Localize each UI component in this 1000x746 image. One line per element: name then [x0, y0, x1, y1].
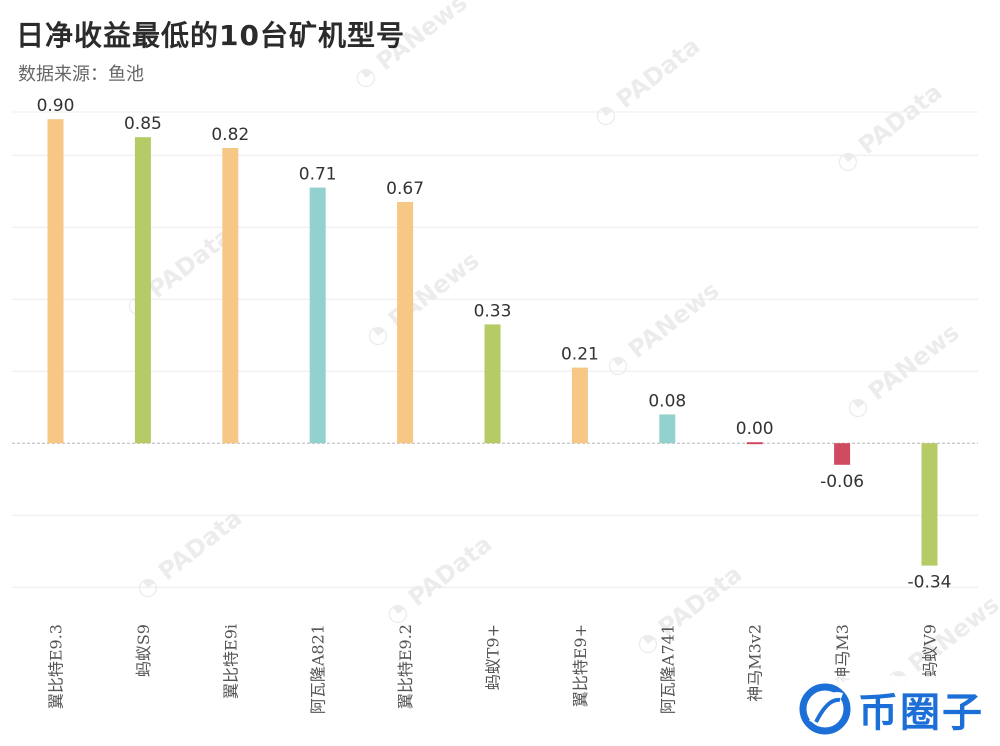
category-label: 翼比特E9+ [571, 624, 590, 707]
site-logo: 币圈子 [790, 676, 992, 742]
category-label: 神马M3v2 [746, 624, 765, 702]
bar [222, 148, 239, 444]
category-label: 阿瓦隆A821 [309, 624, 328, 714]
category-label: 蚂蚁T9+ [484, 624, 503, 690]
value-label: -0.34 [908, 573, 952, 593]
value-label: 0.67 [386, 179, 424, 199]
bar [397, 202, 414, 444]
category-label: 翼比特E9.3 [47, 624, 66, 709]
value-labels: 0.90 0.85 0.82 0.71 0.67 0.33 0.21 0.08 0.00 -0.0… [37, 96, 952, 592]
bar [746, 442, 763, 445]
logo-text: 币圈子 [858, 690, 984, 736]
grid-lines [12, 111, 978, 588]
value-label: 0.71 [299, 165, 337, 185]
value-label: 0.90 [37, 96, 75, 116]
value-label: 0.33 [474, 301, 512, 321]
bi-quan-zi-logo-icon [799, 683, 851, 735]
bar [309, 187, 326, 444]
value-label: 0.21 [561, 345, 599, 365]
chart-title: 日净收益最低的10台矿机型号 [16, 19, 405, 52]
category-label: 蚂蚁V9 [921, 624, 940, 678]
bar [47, 119, 64, 444]
bar [134, 137, 151, 444]
category-label: 蚂蚁S9 [134, 624, 153, 677]
bar [571, 367, 588, 444]
bars [47, 119, 938, 566]
chart-subtitle: 数据来源：鱼池 [18, 64, 144, 85]
bar [659, 414, 676, 444]
value-label: -0.06 [820, 472, 864, 492]
category-label: 翼比特E9.2 [396, 624, 415, 709]
value-label: 0.85 [124, 114, 162, 134]
category-label: 翼比特E9i [221, 624, 240, 699]
value-label: 0.08 [648, 391, 686, 411]
category-label: 阿瓦隆A741 [658, 624, 677, 714]
value-label: 0.00 [736, 419, 774, 439]
value-label: 0.82 [211, 125, 249, 145]
category-label: 神马M3 [833, 624, 852, 683]
bar [921, 443, 938, 566]
bar [484, 324, 501, 444]
category-labels: 翼比特E9.3 蚂蚁S9 翼比特E9i 阿瓦隆A821 翼比特E9.2 蚂蚁T9+ 翼比特E… [47, 624, 940, 714]
bar [834, 443, 851, 465]
